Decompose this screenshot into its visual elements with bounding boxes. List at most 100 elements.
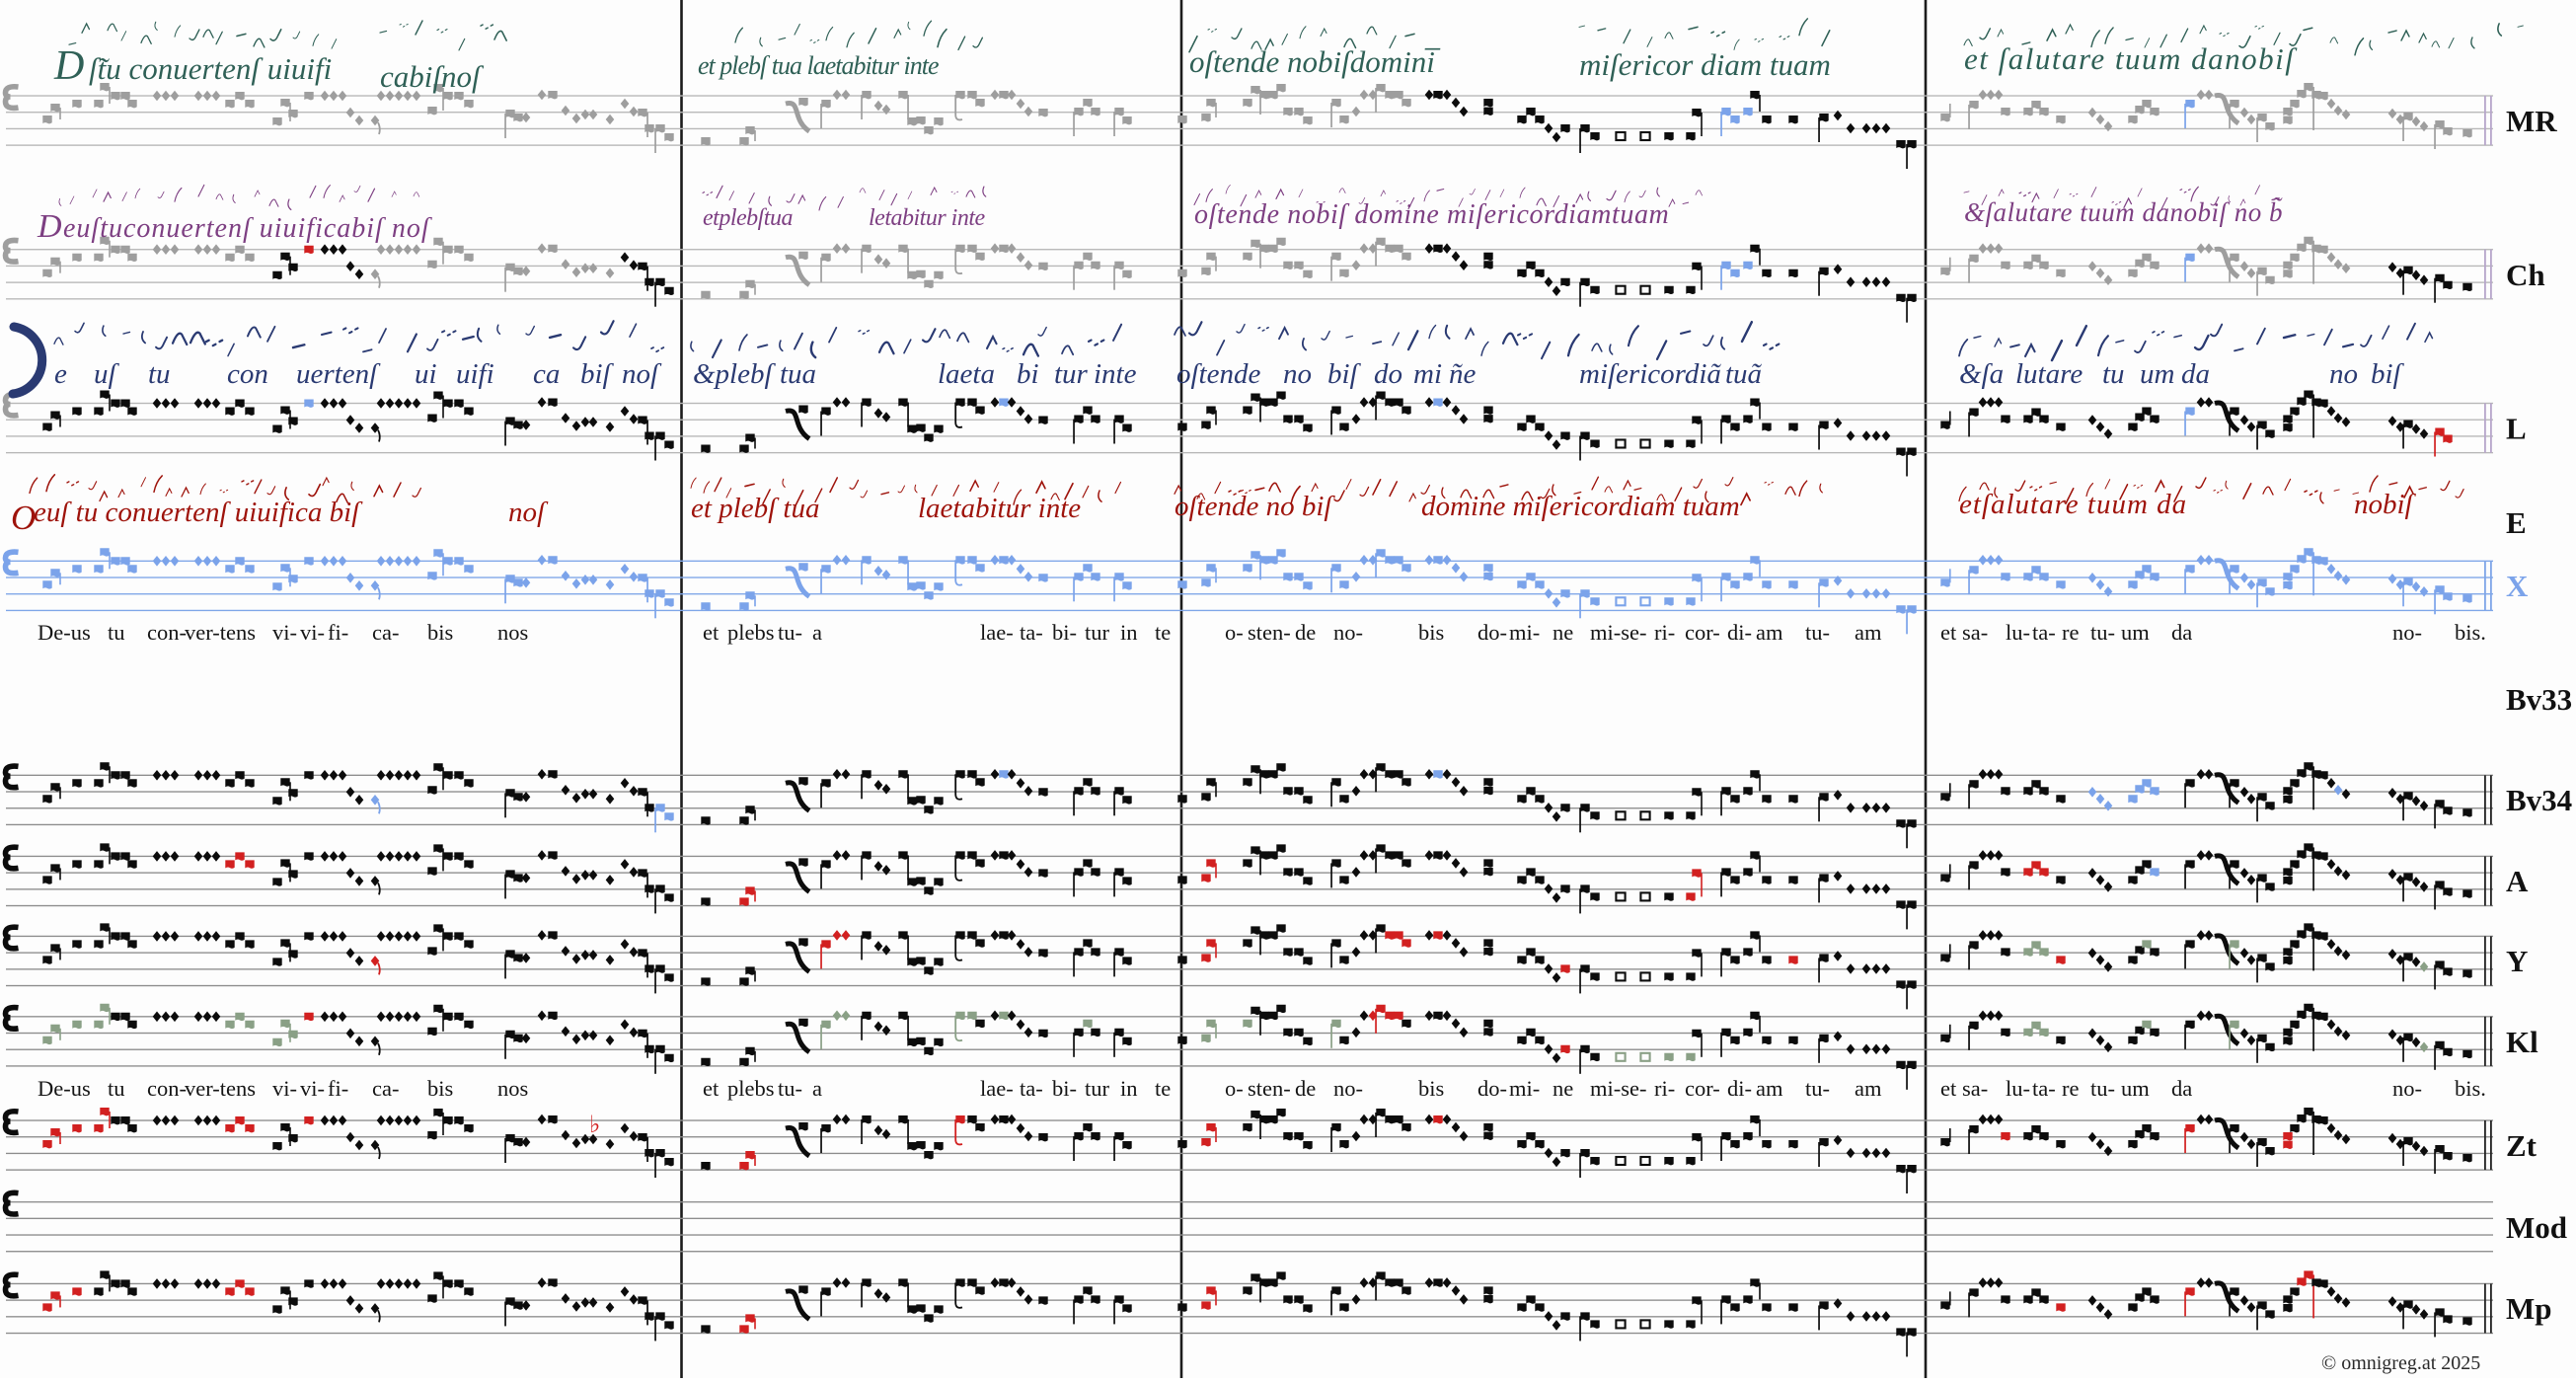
- svg-text:tua: tua: [780, 358, 816, 390]
- svg-text:tu: tu: [2102, 358, 2125, 390]
- svg-text:vi-: vi-: [300, 1076, 325, 1101]
- svg-text:bis.: bis.: [2455, 1076, 2486, 1101]
- svg-text:&ſalutare tuum danobiſ no b̃: &ſalutare tuum danobiſ no b̃: [1964, 197, 2283, 227]
- svg-text:nobiſ: nobiſ: [2354, 489, 2417, 520]
- svg-text:no-: no-: [2392, 620, 2422, 645]
- svg-text:bis: bis: [1418, 1076, 1444, 1101]
- svg-text:uifi: uifi: [456, 358, 494, 390]
- svg-text:con-: con-: [147, 620, 187, 645]
- svg-text:ca-: ca-: [372, 1076, 399, 1101]
- svg-text:E: E: [2506, 505, 2527, 540]
- svg-text:et plebſ tua laetabitur inte: et plebſ tua laetabitur inte: [698, 51, 939, 80]
- svg-text:nos: nos: [497, 620, 528, 645]
- svg-text:nos: nos: [497, 1076, 528, 1101]
- svg-text:biſ: biſ: [2371, 358, 2405, 390]
- svg-text:lutare: lutare: [2015, 358, 2083, 390]
- svg-text:bis.: bis.: [2455, 620, 2486, 645]
- svg-text:lu-: lu-: [2006, 620, 2030, 645]
- svg-text:vi-: vi-: [300, 620, 325, 645]
- svg-text:cor-: cor-: [1685, 1076, 1720, 1101]
- svg-text:Mod: Mod: [2506, 1210, 2567, 1245]
- svg-text:tu-: tu-: [778, 1076, 802, 1101]
- svg-text:Ch: Ch: [2506, 258, 2545, 292]
- svg-text:sa-: sa-: [1962, 1076, 1988, 1101]
- svg-text:etplebſtua: etplebſtua: [703, 205, 793, 231]
- svg-text:bis: bis: [427, 1076, 453, 1101]
- svg-text:con: con: [227, 358, 268, 390]
- svg-text:sten-: sten-: [1248, 620, 1291, 645]
- svg-text:cabiſnoſ: cabiſnoſ: [380, 59, 485, 94]
- svg-text:fi-: fi-: [328, 620, 348, 645]
- svg-text:da: da: [2171, 1076, 2192, 1101]
- svg-text:in: in: [1120, 620, 1138, 645]
- svg-text:et: et: [1940, 1076, 1957, 1101]
- svg-text:O: O: [11, 499, 36, 537]
- svg-text:laeta: laeta: [938, 358, 995, 390]
- svg-text:ta-: ta-: [2032, 1076, 2056, 1101]
- svg-text:oſtende no biſ: oſtende no biſ: [1174, 491, 1335, 522]
- svg-text:euſ tu conuertenſ uiuifica biſ: euſ tu conuertenſ uiuifica biſ: [34, 497, 363, 528]
- svg-text:et: et: [1940, 620, 1957, 645]
- svg-text:no-: no-: [1333, 1076, 1363, 1101]
- svg-text:oſtende: oſtende: [1176, 358, 1260, 390]
- svg-text:sten-: sten-: [1248, 1076, 1291, 1101]
- svg-text:mi-se-: mi-se-: [1590, 620, 1646, 645]
- svg-text:tu-: tu-: [1805, 1076, 1830, 1101]
- svg-text:bis: bis: [1418, 620, 1444, 645]
- svg-text:am: am: [1756, 620, 1783, 645]
- svg-text:laetabitur inte: laetabitur inte: [918, 493, 1081, 524]
- svg-text:mi-: mi-: [1509, 1076, 1540, 1101]
- svg-text:vi-: vi-: [272, 620, 297, 645]
- svg-text:oſtende nobiſdomini̅: oſtende nobiſdomini̅: [1189, 44, 1441, 79]
- svg-text:um: um: [2140, 358, 2174, 390]
- svg-text:sa-: sa-: [1962, 620, 1988, 645]
- svg-text:no-: no-: [2392, 1076, 2422, 1101]
- svg-text:© omnigreg.at 2025: © omnigreg.at 2025: [2321, 1352, 2480, 1374]
- svg-text:domine miſericordiam tuam: domine miſericordiam tuam: [1421, 491, 1740, 522]
- svg-text:mi-: mi-: [1509, 620, 1540, 645]
- svg-text:ta-: ta-: [2032, 620, 2056, 645]
- svg-text:lae-: lae-: [980, 620, 1014, 645]
- svg-text:uſ: uſ: [94, 358, 120, 390]
- svg-text:bi-: bi-: [1052, 620, 1077, 645]
- svg-text:tu-: tu-: [2090, 620, 2115, 645]
- svg-text:ca-: ca-: [372, 620, 399, 645]
- svg-text:di-: di-: [1727, 620, 1752, 645]
- svg-text:te: te: [1155, 620, 1171, 645]
- svg-text:biſ: biſ: [580, 358, 615, 390]
- svg-text:L: L: [2506, 412, 2527, 446]
- svg-text:a: a: [812, 620, 822, 645]
- svg-text:ver-tens: ver-tens: [185, 1076, 256, 1101]
- svg-text:ca: ca: [533, 358, 560, 390]
- svg-text:am: am: [1756, 1076, 1783, 1101]
- svg-text:De-us: De-us: [38, 620, 91, 645]
- svg-text:no: no: [2329, 358, 2358, 390]
- svg-text:tur: tur: [1054, 358, 1089, 390]
- svg-text:euſtuconuertenſ uiuificabiſ no: euſtuconuertenſ uiuificabiſ noſ: [63, 213, 432, 244]
- svg-text:uertenſ: uertenſ: [296, 358, 381, 390]
- svg-text:tu-: tu-: [2090, 1076, 2115, 1101]
- svg-text:in: in: [1120, 1076, 1138, 1101]
- svg-text:am: am: [1855, 1076, 1882, 1101]
- svg-text:&ſa: &ſa: [1959, 358, 2004, 390]
- svg-text:di-: di-: [1727, 1076, 1752, 1101]
- svg-text:ñe: ñe: [1449, 358, 1477, 390]
- svg-text:e: e: [54, 358, 67, 390]
- svg-text:biſ: biſ: [1327, 358, 1362, 390]
- svg-text:tu: tu: [108, 620, 125, 645]
- svg-text:X: X: [2506, 569, 2529, 603]
- svg-text:♭: ♭: [589, 1113, 600, 1138]
- svg-text:et ſalutare tuum danobiſ: et ſalutare tuum danobiſ: [1964, 41, 2298, 76]
- svg-text:da: da: [2181, 358, 2210, 390]
- svg-text:bi: bi: [1017, 358, 1039, 390]
- svg-text:miſericordiã: miſericordiã: [1579, 358, 1721, 390]
- svg-text:plebs: plebs: [727, 620, 775, 645]
- svg-text:re: re: [2062, 1076, 2079, 1101]
- svg-text:lae-: lae-: [980, 1076, 1014, 1101]
- svg-text:mi-se-: mi-se-: [1590, 1076, 1646, 1101]
- svg-text:um: um: [2121, 620, 2150, 645]
- svg-text:tur: tur: [1085, 620, 1110, 645]
- svg-text:bi-: bi-: [1052, 1076, 1077, 1101]
- svg-text:et plebſ tua: et plebſ tua: [691, 493, 819, 524]
- svg-text:do-: do-: [1477, 620, 1507, 645]
